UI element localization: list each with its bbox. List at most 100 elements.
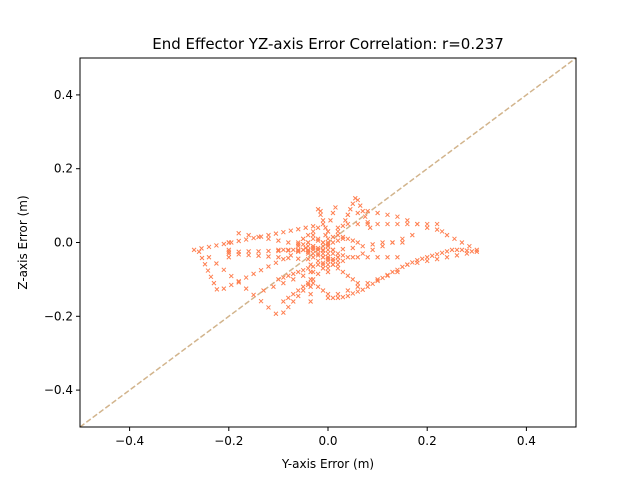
x-axis-label: Y-axis Error (m)	[281, 457, 374, 471]
data-point	[340, 236, 346, 242]
data-point	[409, 260, 415, 265]
data-point	[395, 214, 400, 220]
data-point	[335, 291, 341, 297]
data-point	[196, 249, 202, 255]
data-point	[370, 241, 375, 247]
data-point	[320, 247, 326, 253]
data-point	[370, 281, 375, 287]
data-point	[273, 260, 279, 266]
data-point	[310, 243, 316, 249]
data-point	[365, 284, 371, 290]
data-point	[320, 221, 326, 227]
data-point	[206, 244, 212, 250]
data-point	[273, 311, 279, 317]
data-point	[320, 288, 326, 293]
data-point	[347, 206, 353, 212]
data-point	[315, 271, 321, 277]
data-point	[266, 248, 271, 254]
data-point	[281, 299, 286, 304]
data-point	[345, 273, 351, 279]
data-point	[285, 240, 291, 245]
data-point	[295, 269, 301, 275]
data-point	[300, 241, 306, 247]
data-point	[315, 238, 321, 244]
data-point	[308, 277, 313, 282]
data-point	[243, 286, 249, 291]
data-point	[281, 247, 286, 253]
data-point	[281, 275, 286, 280]
data-point	[305, 243, 311, 249]
data-point	[300, 284, 306, 290]
data-point	[305, 251, 311, 256]
data-point	[226, 251, 232, 256]
data-point	[285, 248, 291, 253]
data-point	[305, 249, 311, 255]
data-point	[276, 248, 281, 254]
data-point	[325, 262, 331, 267]
data-point	[290, 299, 296, 304]
data-point	[424, 258, 430, 264]
data-point	[295, 248, 301, 253]
data-point	[320, 218, 326, 223]
data-point	[459, 247, 465, 253]
data-point	[290, 271, 296, 277]
data-point	[256, 253, 261, 259]
data-point	[330, 247, 336, 253]
data-point	[340, 294, 346, 300]
data-point	[315, 262, 321, 267]
data-point	[345, 288, 351, 293]
data-point	[295, 247, 301, 253]
data-point	[439, 250, 445, 256]
data-point	[409, 232, 415, 238]
data-point	[365, 280, 371, 286]
chart-title: End Effector YZ-axis Error Correlation: …	[152, 35, 504, 53]
data-point	[258, 298, 264, 304]
data-point	[261, 288, 266, 293]
data-point	[335, 232, 341, 238]
data-point	[300, 247, 306, 253]
data-point	[202, 261, 208, 267]
data-point	[310, 254, 316, 260]
data-point	[295, 241, 301, 247]
data-point	[345, 221, 351, 227]
data-point	[305, 280, 311, 286]
scatter-points	[191, 195, 480, 317]
data-point	[375, 221, 380, 227]
data-point	[305, 265, 311, 271]
data-point	[295, 249, 301, 255]
data-point	[340, 253, 346, 258]
data-point	[281, 310, 286, 315]
data-point	[236, 251, 242, 257]
data-point	[330, 234, 336, 240]
data-point	[355, 254, 361, 260]
data-point	[405, 262, 410, 267]
y-axis-label: Z-axis Error (m)	[16, 195, 30, 289]
data-point	[429, 253, 435, 259]
x-tick-label: −0.4	[115, 434, 144, 448]
data-point	[325, 247, 331, 253]
data-point	[305, 232, 311, 238]
data-point	[305, 247, 311, 253]
data-point	[310, 232, 316, 238]
data-point	[380, 275, 385, 281]
data-point	[434, 251, 440, 257]
data-point	[325, 251, 331, 256]
data-point	[367, 225, 373, 231]
data-point	[325, 241, 331, 247]
data-point	[226, 247, 232, 253]
data-point	[449, 247, 455, 253]
data-point	[266, 254, 271, 259]
data-point	[285, 304, 291, 310]
data-point	[205, 268, 211, 273]
data-point	[355, 197, 361, 203]
data-point	[221, 241, 227, 247]
data-point	[350, 201, 356, 207]
data-point	[246, 232, 251, 238]
data-point	[362, 214, 368, 220]
data-point	[365, 208, 371, 214]
data-point	[199, 255, 205, 261]
data-point	[295, 256, 301, 262]
data-point	[464, 251, 470, 256]
y-tick-label: −0.4	[44, 383, 73, 397]
data-point	[325, 258, 331, 264]
